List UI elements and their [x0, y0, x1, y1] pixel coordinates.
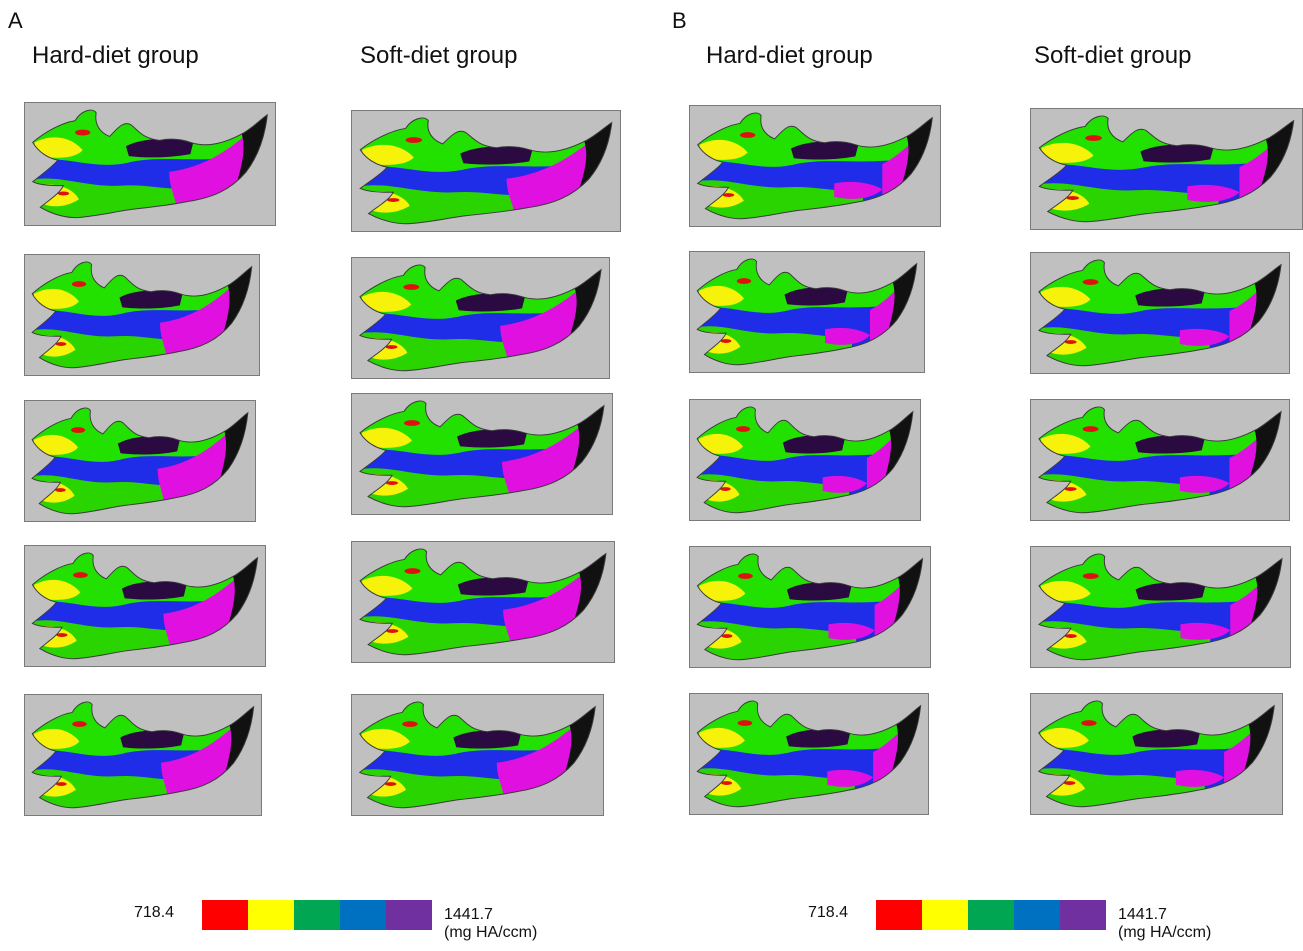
panel-a-hard-mandible-image-5: [24, 694, 262, 816]
scale-swatch-purple: [386, 900, 432, 930]
panel-a-hard-title: Hard-diet group: [32, 42, 199, 69]
panel-a-letter: A: [8, 8, 23, 33]
scale-swatch-purple: [1060, 900, 1106, 930]
panel-a-soft-title: Soft-diet group: [360, 42, 518, 69]
panel-b-hard-mandible-image-4: [689, 546, 931, 668]
panel-b-scale-min: 718.4: [808, 904, 849, 921]
panel-a-color-scale: [202, 900, 432, 930]
panel-a-soft-mandible-image-4: [351, 541, 615, 663]
scale-swatch-yellow: [922, 900, 968, 930]
scale-swatch-blue: [1014, 900, 1060, 930]
panel-b-color-scale: [876, 900, 1106, 930]
panel-b-letter: B: [672, 8, 687, 33]
panel-b-hard-mandible-image-2: [689, 251, 925, 373]
panel-a-soft-mandible-image-1: [351, 110, 621, 232]
panel-b-hard-mandible-image-3: [689, 399, 921, 521]
panel-a-hard-mandible-image-3: [24, 400, 256, 522]
panel-b-soft-mandible-image-4: [1030, 546, 1291, 668]
panel-b-soft-mandible-image-3: [1030, 399, 1290, 521]
scale-swatch-blue: [340, 900, 386, 930]
panel-b-soft-mandible-image-1: [1030, 108, 1303, 230]
panel-a-soft-mandible-image-3: [351, 393, 613, 515]
panel-b-soft-mandible-image-5: [1030, 693, 1283, 815]
panel-a-soft-mandible-image-2: [351, 257, 610, 379]
panel-b-scale-max-block: 1441.7 (mg HA/ccm): [1118, 906, 1211, 942]
scale-swatch-green: [968, 900, 1014, 930]
panel-b-hard-mandible-image-1: [689, 105, 941, 227]
panel-b-scale-unit: (mg HA/ccm): [1118, 924, 1212, 941]
panel-a-scale-min: 718.4: [134, 904, 175, 921]
panel-b-scale-max: 1441.7: [1118, 906, 1167, 923]
scale-swatch-green: [294, 900, 340, 930]
scale-swatch-red: [876, 900, 922, 930]
panel-a-scale-max: 1441.7: [444, 906, 493, 923]
panel-a-scale-unit: (mg HA/ccm): [444, 924, 538, 941]
panel-b-soft-mandible-image-2: [1030, 252, 1290, 374]
panel-b-hard-title: Hard-diet group: [706, 42, 873, 69]
panel-a-hard-mandible-image-2: [24, 254, 260, 376]
panel-a-hard-mandible-image-4: [24, 545, 266, 667]
panel-a-hard-mandible-image-1: [24, 102, 276, 226]
scale-swatch-red: [202, 900, 248, 930]
panel-b-soft-title: Soft-diet group: [1034, 42, 1192, 69]
panel-b-hard-mandible-image-5: [689, 693, 929, 815]
panel-a-soft-mandible-image-5: [351, 694, 604, 816]
panel-a-scale-max-block: 1441.7 (mg HA/ccm): [444, 906, 537, 942]
scale-swatch-yellow: [248, 900, 294, 930]
